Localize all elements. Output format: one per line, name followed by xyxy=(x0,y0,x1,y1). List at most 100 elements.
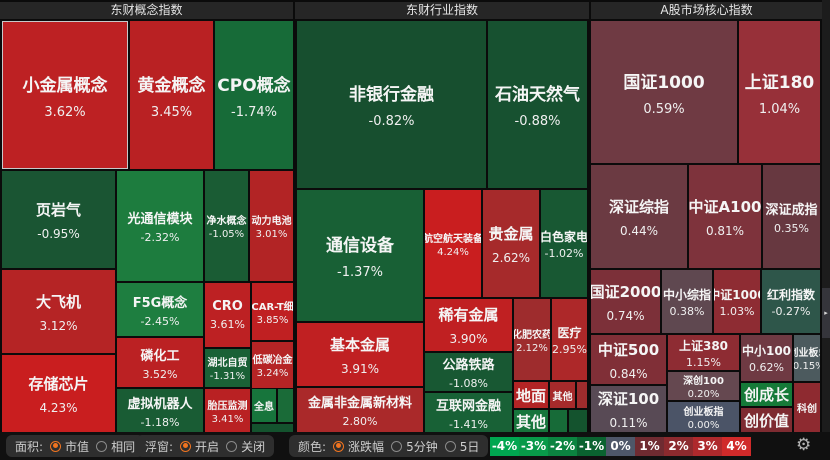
area-option-equal[interactable]: 相同 xyxy=(96,438,135,455)
panel-header-concept: 东财概念指数 xyxy=(0,2,293,19)
radio-selected-icon[interactable] xyxy=(180,440,192,452)
treemap-tile[interactable]: 磷化工 3.52% xyxy=(117,338,203,387)
treemap-tile[interactable]: 创业板5 -0.15% xyxy=(794,335,820,381)
treemap-tile[interactable]: 上证180 1.04% xyxy=(739,21,820,163)
treemap-tile[interactable]: 中证500 0.84% xyxy=(591,335,666,384)
treemap-tile[interactable]: 通信设备 -1.37% xyxy=(297,190,423,321)
scrollbar-thumb[interactable]: ▸ xyxy=(822,288,830,338)
treemap-tile[interactable]: 国证1000 0.59% xyxy=(591,21,737,163)
treemap-tile[interactable]: 湖北自贸 -1.31% xyxy=(205,349,250,387)
treemap-tile[interactable]: 光通信模块 -2.32% xyxy=(117,171,203,281)
treemap-tile[interactable]: 其他 xyxy=(514,410,548,432)
radio-selected-icon[interactable] xyxy=(50,440,62,452)
radio-icon[interactable] xyxy=(226,440,238,452)
treemap-tile[interactable]: 创成长 xyxy=(741,383,792,406)
tile-value: 0.81% xyxy=(705,223,745,238)
color-option-5min[interactable]: 5分钟 xyxy=(391,438,438,455)
tile-value: 0.44% xyxy=(619,223,659,238)
treemap-tile[interactable]: 中小100 0.62% xyxy=(741,335,792,381)
right-scrollbar[interactable]: ▸ xyxy=(822,0,830,432)
expand-arrow-icon: ▸ xyxy=(824,309,828,317)
treemap-tile[interactable]: 其他 xyxy=(550,382,575,408)
treemap-tile[interactable]: 中证1000 1.03% xyxy=(714,270,760,333)
treemap-tile[interactable]: 存储芯片 4.23% xyxy=(2,355,115,432)
treemap-tile[interactable] xyxy=(550,410,567,432)
floatwin-option-off[interactable]: 关闭 xyxy=(226,438,265,455)
treemap-tile[interactable]: 航空航天装备 4.24% xyxy=(425,190,481,297)
treemap-tile[interactable]: 创价值 xyxy=(741,408,792,432)
treemap-tile[interactable]: 石油天然气 -0.88% xyxy=(488,21,587,188)
treemap-tile[interactable]: 白色家电 -1.02% xyxy=(541,190,587,297)
tile-value: -1.08% xyxy=(449,377,488,390)
tile-name: 全息 xyxy=(254,402,274,413)
treemap-tile[interactable]: 红利指数 -0.27% xyxy=(762,270,820,333)
treemap-tile[interactable]: 黄金概念 3.45% xyxy=(130,21,213,169)
treemap-tile[interactable]: 中证A100 0.81% xyxy=(689,165,761,268)
treemap-tile[interactable]: 深证综指 0.44% xyxy=(591,165,687,268)
tile-name: 化肥农药 xyxy=(514,329,550,341)
tile-value: -0.88% xyxy=(514,114,561,129)
radio-selected-icon[interactable] xyxy=(333,440,345,452)
treemap-tile[interactable]: 中小综指 0.38% xyxy=(662,270,712,333)
treemap-tile[interactable]: 页岩气 -0.95% xyxy=(2,171,115,268)
tile-value: 3.61% xyxy=(210,318,245,331)
treemap-tile[interactable]: 深创100 0.20% xyxy=(668,372,739,400)
treemap-tile[interactable]: 科创 xyxy=(794,383,820,432)
option-label: 相同 xyxy=(111,439,136,454)
treemap-tile[interactable]: 小金属概念 3.62% xyxy=(2,21,128,169)
treemap-tile[interactable]: 净水概念 -1.05% xyxy=(205,171,248,281)
settings-gear-icon[interactable]: ⚙ xyxy=(796,435,812,455)
treemap-tile[interactable]: 全息 xyxy=(252,389,276,422)
tile-name: F5G概念 xyxy=(132,295,188,311)
legend-swatch: -3% xyxy=(519,437,548,456)
treemap-tile[interactable]: 深证成指 0.35% xyxy=(763,165,820,268)
treemap-tile[interactable] xyxy=(577,382,587,408)
area-option-marketcap[interactable]: 市值 xyxy=(50,438,89,455)
treemap-tile[interactable]: 虚拟机器人 -1.18% xyxy=(117,389,203,432)
radio-icon[interactable] xyxy=(96,440,108,452)
color-option-5day[interactable]: 5日 xyxy=(444,438,479,455)
treemap-tile[interactable]: 上证380 1.15% xyxy=(668,335,739,370)
tile-value: 3.01% xyxy=(255,229,288,240)
treemap-tile[interactable]: 公路铁路 -1.08% xyxy=(425,353,512,391)
treemap-tile[interactable]: 国证2000 0.74% xyxy=(591,270,660,333)
radio-icon[interactable] xyxy=(391,440,403,452)
treemap-tile[interactable]: 大飞机 3.12% xyxy=(2,270,115,353)
treemap-tile[interactable]: 基本金属 3.91% xyxy=(297,323,423,386)
treemap-tile[interactable]: 贵金属 2.62% xyxy=(483,190,539,297)
tile-name: 深证100 xyxy=(597,390,660,408)
legend-swatch: 4% xyxy=(722,437,751,456)
treemap-tile[interactable]: 稀有金属 3.90% xyxy=(425,299,512,351)
treemap-tile[interactable]: 低碳冶金 3.24% xyxy=(252,342,293,388)
treemap-tile[interactable] xyxy=(278,389,293,422)
tile-value: 0.35% xyxy=(774,221,809,235)
option-label: 开启 xyxy=(195,439,220,454)
tile-value: 0.20% xyxy=(687,389,720,400)
treemap-tile[interactable]: CRO 3.61% xyxy=(205,283,250,347)
radio-icon[interactable] xyxy=(444,440,456,452)
legend-swatch: 3% xyxy=(693,437,722,456)
treemap-tile[interactable]: 胎压监测 3.41% xyxy=(205,389,250,432)
treemap-tile[interactable]: 地面 xyxy=(514,382,548,408)
treemap-tile[interactable]: 创业板指 0.00% xyxy=(668,402,739,432)
treemap-tile[interactable]: F5G概念 -2.45% xyxy=(117,283,203,336)
treemap-tile[interactable]: CAR-T细 3.85% xyxy=(252,283,293,340)
floatwin-label: 浮窗: xyxy=(145,439,174,454)
tile-name: 动力电池 xyxy=(251,216,292,227)
option-label: 5分钟 xyxy=(406,439,438,454)
treemap-tile[interactable]: 深证100 0.11% xyxy=(591,386,666,432)
treemap-tile[interactable]: 动力电池 3.01% xyxy=(250,171,293,281)
treemap-tile[interactable] xyxy=(569,410,587,432)
treemap-tile[interactable]: 互联网金融 -1.41% xyxy=(425,393,512,432)
color-option-change[interactable]: 涨跌幅 xyxy=(333,438,384,455)
treemap-tile[interactable]: 非银行金融 -0.82% xyxy=(297,21,486,188)
tile-name: 国证1000 xyxy=(623,72,705,93)
floatwin-option-on[interactable]: 开启 xyxy=(180,438,219,455)
treemap-tile[interactable]: 金属非金属新材料 2.80% xyxy=(297,388,423,432)
tile-name: 大飞机 xyxy=(35,292,81,311)
tile-value: 3.90% xyxy=(449,332,488,346)
treemap-tile[interactable]: CPO概念 -1.74% xyxy=(215,21,293,169)
treemap-tile[interactable]: 化肥农药 2.12% xyxy=(514,299,550,380)
treemap-tile[interactable] xyxy=(252,424,293,432)
treemap-tile[interactable]: 医疗 2.95% xyxy=(552,299,587,380)
